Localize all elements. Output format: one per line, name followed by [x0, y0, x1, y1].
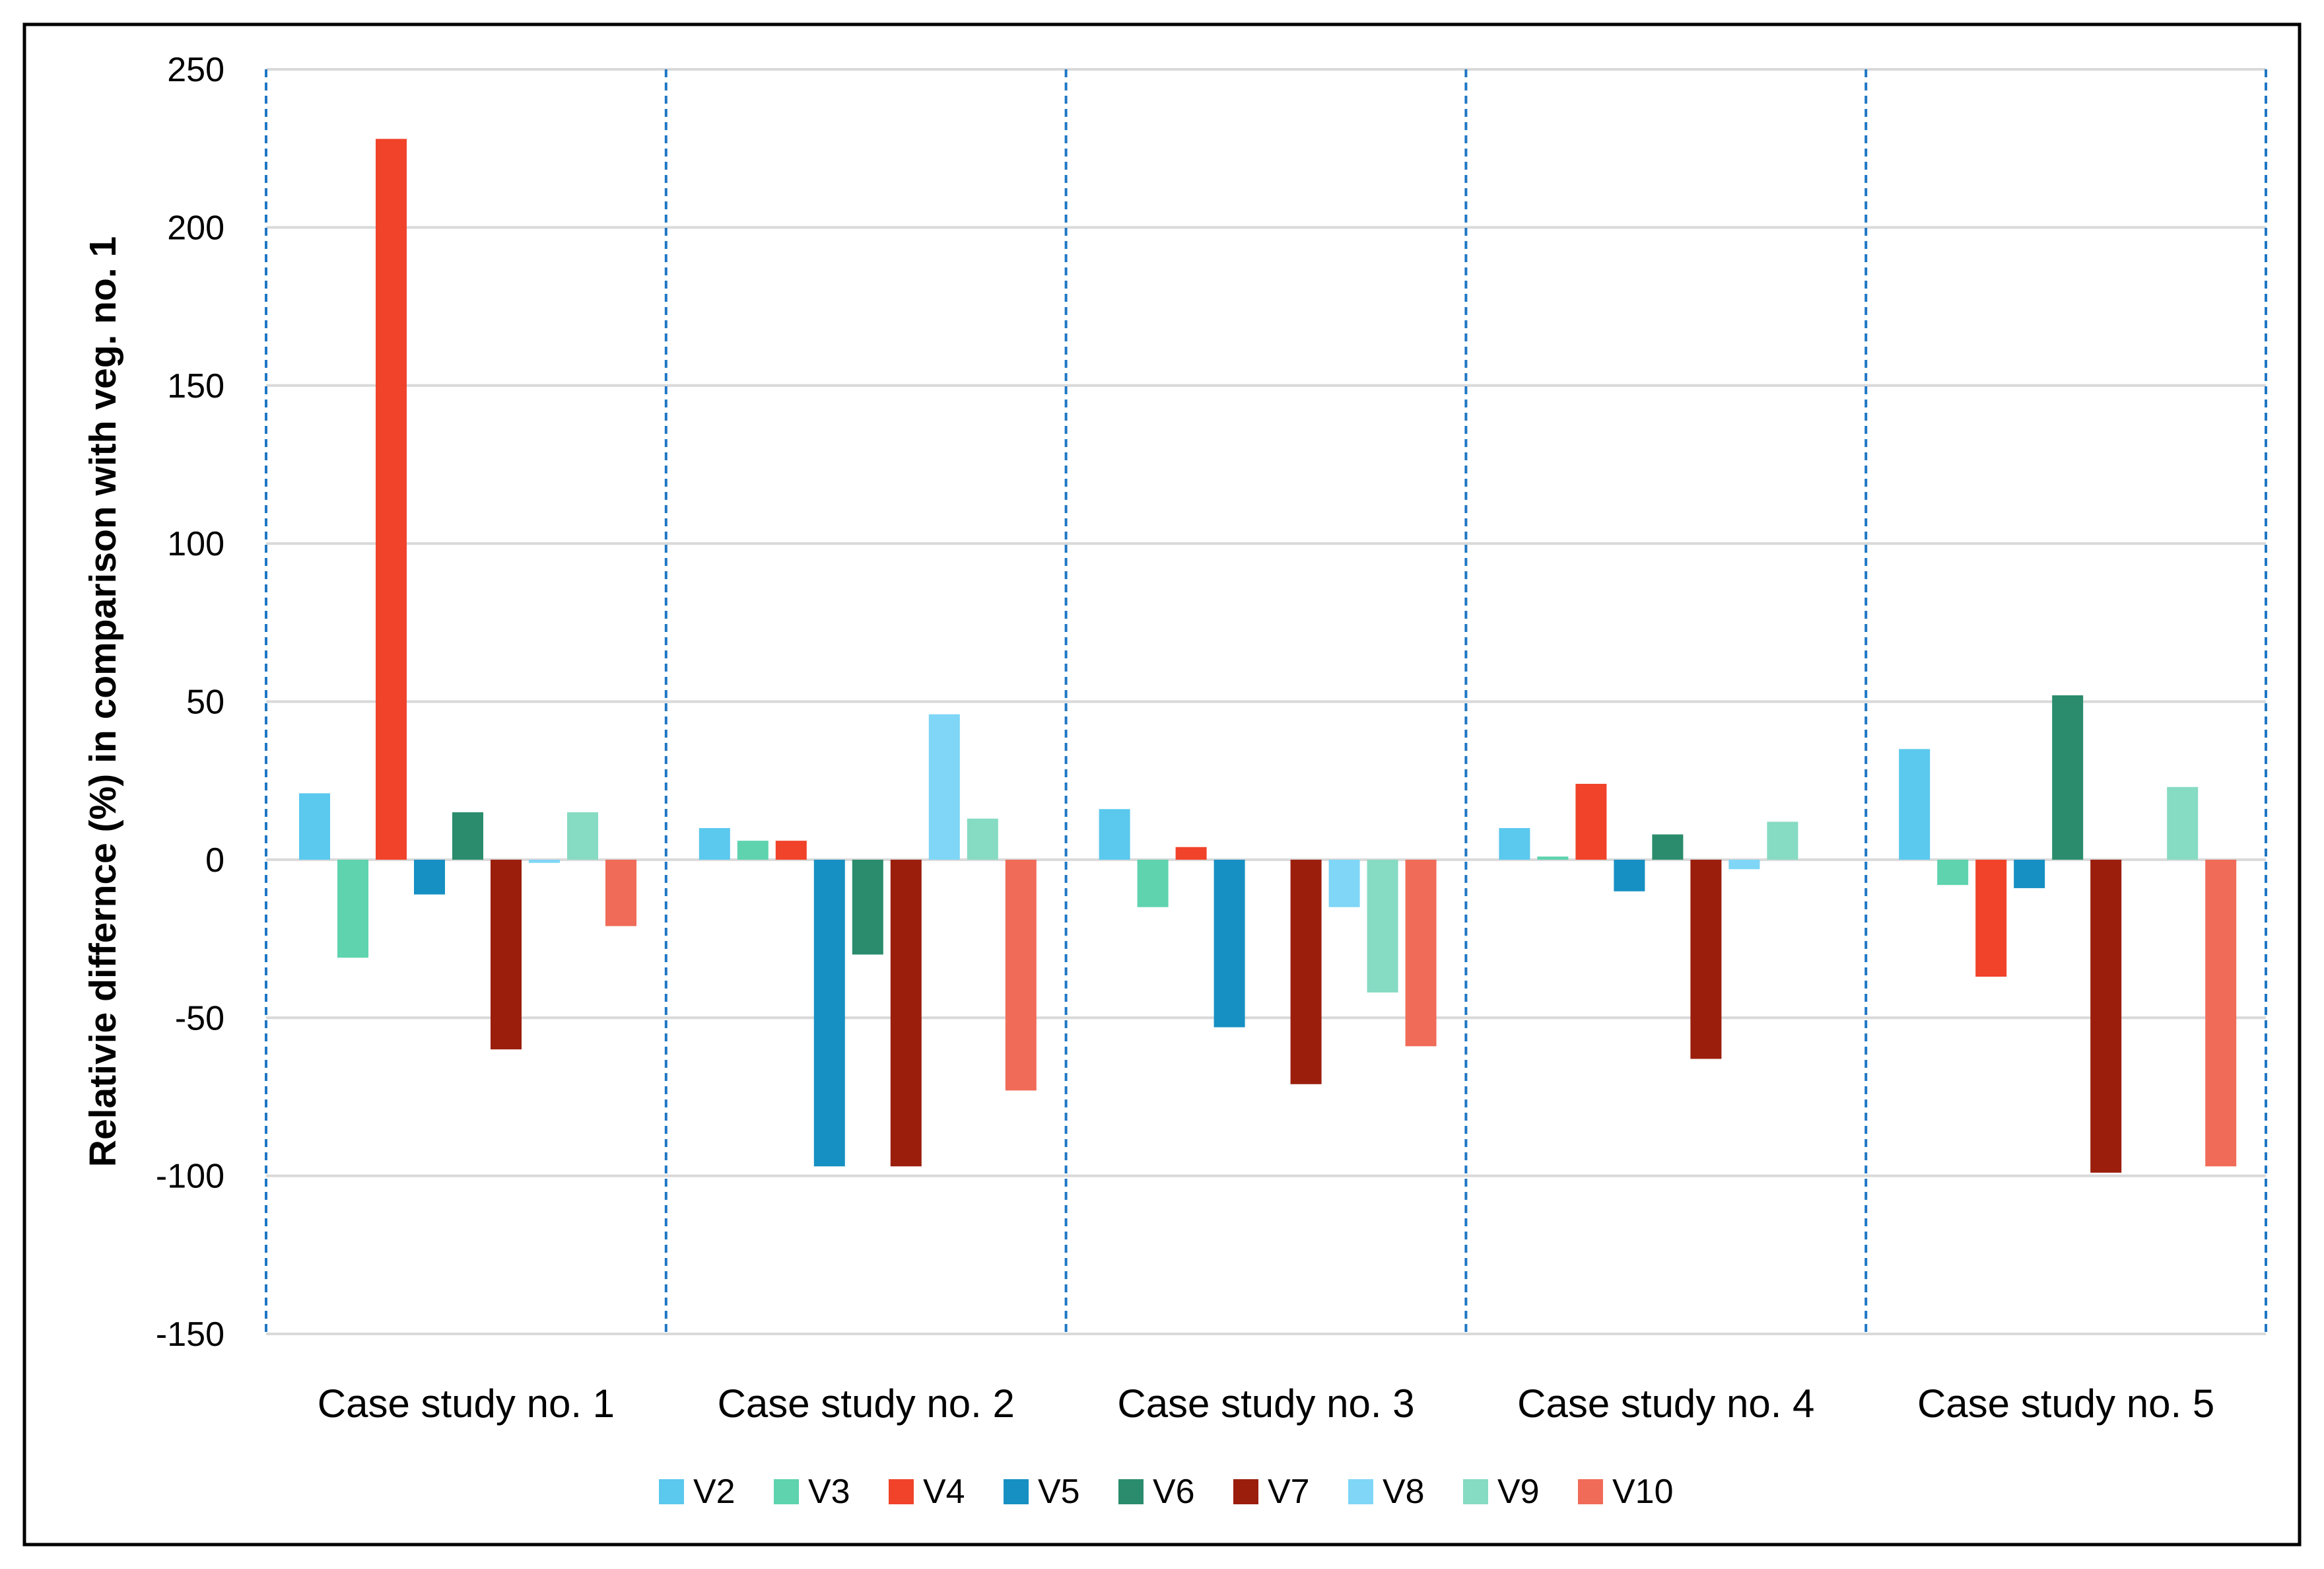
- x-axis-categories: Case study no. 1 Case study no. 2 Case stu…: [318, 1381, 2214, 1426]
- bar-v10-case-5: [2205, 859, 2237, 1167]
- legend-swatch: [1463, 1479, 1488, 1504]
- y-tick-label: 250: [167, 51, 224, 89]
- bar-v10-case-2: [1005, 859, 1037, 1091]
- bar-v2-case-3: [1099, 809, 1130, 860]
- bar-v2-case-1: [299, 793, 330, 860]
- bar-v9-case-1: [567, 812, 598, 860]
- bars: [299, 139, 2237, 1173]
- legend-swatch: [1348, 1479, 1373, 1504]
- bar-v5-case-5: [2014, 859, 2045, 888]
- legend-label: V7: [1268, 1473, 1310, 1511]
- bar-v4-case-3: [1175, 847, 1207, 860]
- y-tick-label: 100: [167, 525, 224, 563]
- bar-v9-case-4: [1767, 821, 1798, 860]
- x-category-label: Case study no. 1: [318, 1381, 615, 1426]
- legend-label: V10: [1612, 1473, 1674, 1511]
- bar-v5-case-3: [1213, 859, 1245, 1028]
- legend-label: V6: [1153, 1473, 1195, 1511]
- bar-v2-case-2: [699, 828, 730, 860]
- y-tick-label: -150: [156, 1315, 224, 1354]
- bar-v2-case-5: [1899, 749, 1931, 860]
- y-tick-label: 50: [186, 683, 224, 722]
- legend-swatch: [1004, 1479, 1029, 1504]
- x-category-label: Case study no. 2: [718, 1381, 1015, 1426]
- bar-v8-case-1: [529, 859, 560, 863]
- bar-v5-case-2: [813, 859, 845, 1167]
- bar-v9-case-2: [967, 818, 998, 860]
- bar-v6-case-4: [1652, 834, 1684, 860]
- legend-label: V9: [1497, 1473, 1540, 1511]
- legend-label: V5: [1038, 1473, 1080, 1511]
- legend-swatch: [774, 1479, 799, 1504]
- bar-v3-case-5: [1937, 859, 1969, 886]
- legend-label: V3: [808, 1473, 850, 1511]
- bar-v9-case-5: [2167, 786, 2199, 860]
- bar-v9-case-3: [1367, 859, 1398, 993]
- bar-v3-case-1: [337, 859, 368, 958]
- bar-v7-case-4: [1690, 859, 1722, 1059]
- bar-v5-case-1: [414, 859, 445, 895]
- bar-v8-case-3: [1328, 859, 1360, 907]
- bar-v7-case-2: [890, 859, 922, 1167]
- bar-v4-case-1: [376, 139, 407, 860]
- legend-label: V2: [693, 1473, 735, 1511]
- bar-v10-case-3: [1405, 859, 1437, 1047]
- bar-v4-case-4: [1575, 783, 1607, 860]
- gridlines: [266, 68, 2266, 1335]
- bar-v6-case-1: [452, 812, 483, 860]
- y-axis-ticks: 250 200 150 100 50 0 -50 -100 -150: [156, 51, 224, 1354]
- bar-v10-case-1: [605, 859, 636, 926]
- y-tick-label: 200: [167, 209, 224, 247]
- legend-swatch: [1118, 1479, 1144, 1504]
- bar-v2-case-4: [1499, 828, 1530, 860]
- y-tick-label: 0: [205, 841, 224, 880]
- x-category-label: Case study no. 5: [1917, 1381, 2214, 1426]
- bar-v3-case-4: [1537, 856, 1569, 860]
- bar-v4-case-2: [775, 841, 807, 860]
- y-axis-label: Relativie differnce (%) in comparison wi…: [82, 236, 124, 1167]
- bar-v7-case-5: [2090, 859, 2122, 1173]
- legend-label: V8: [1383, 1473, 1425, 1511]
- bar-v6-case-2: [852, 859, 883, 955]
- bar-v7-case-3: [1290, 859, 1322, 1084]
- bar-v8-case-4: [1728, 859, 1760, 870]
- legend-swatch: [889, 1479, 914, 1504]
- legend-swatch: [1578, 1479, 1603, 1504]
- x-category-label: Case study no. 4: [1517, 1381, 1814, 1426]
- y-tick-label: 150: [167, 367, 224, 405]
- legend-label: V4: [923, 1473, 965, 1511]
- bar-v6-case-5: [2052, 695, 2084, 860]
- y-tick-label: -50: [175, 999, 224, 1037]
- chart-frame: [22, 22, 2302, 1547]
- bar-v3-case-2: [737, 841, 769, 860]
- bar-v5-case-4: [1614, 859, 1645, 891]
- bar-v8-case-2: [928, 714, 960, 860]
- legend-swatch: [1233, 1479, 1258, 1504]
- y-tick-label: -100: [156, 1158, 224, 1196]
- bar-v3-case-3: [1137, 859, 1169, 907]
- bar-v4-case-5: [1975, 859, 2007, 977]
- legend: V2 V3 V4 V5 V6 V7 V8 V9 V10: [659, 1473, 1674, 1511]
- x-category-label: Case study no. 3: [1117, 1381, 1414, 1426]
- legend-swatch: [659, 1479, 684, 1504]
- bar-v7-case-1: [491, 859, 522, 1050]
